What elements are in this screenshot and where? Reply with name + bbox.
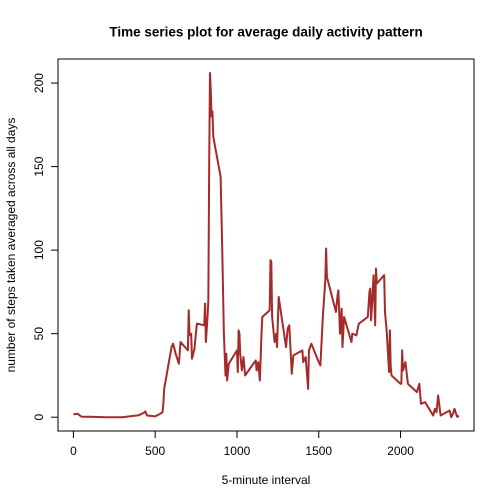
x-axis-label: 5-minute interval <box>222 473 311 487</box>
x-tick-label: 0 <box>70 444 77 458</box>
y-tick-label: 200 <box>32 73 46 93</box>
x-tick-label: 1500 <box>305 444 332 458</box>
y-tick-label: 100 <box>32 240 46 260</box>
y-tick-label: 0 <box>32 414 46 421</box>
data-line <box>73 72 460 419</box>
y-tick-label: 150 <box>32 156 46 176</box>
x-tick-label: 2000 <box>387 444 414 458</box>
y-axis-label: number of steps taken averaged across al… <box>4 118 18 373</box>
y-tick-label: 50 <box>32 327 46 341</box>
plot-box <box>57 58 475 432</box>
x-tick-label: 500 <box>145 444 165 458</box>
x-tick-label: 1000 <box>224 444 251 458</box>
chart-title: Time series plot for average daily activ… <box>109 25 422 40</box>
